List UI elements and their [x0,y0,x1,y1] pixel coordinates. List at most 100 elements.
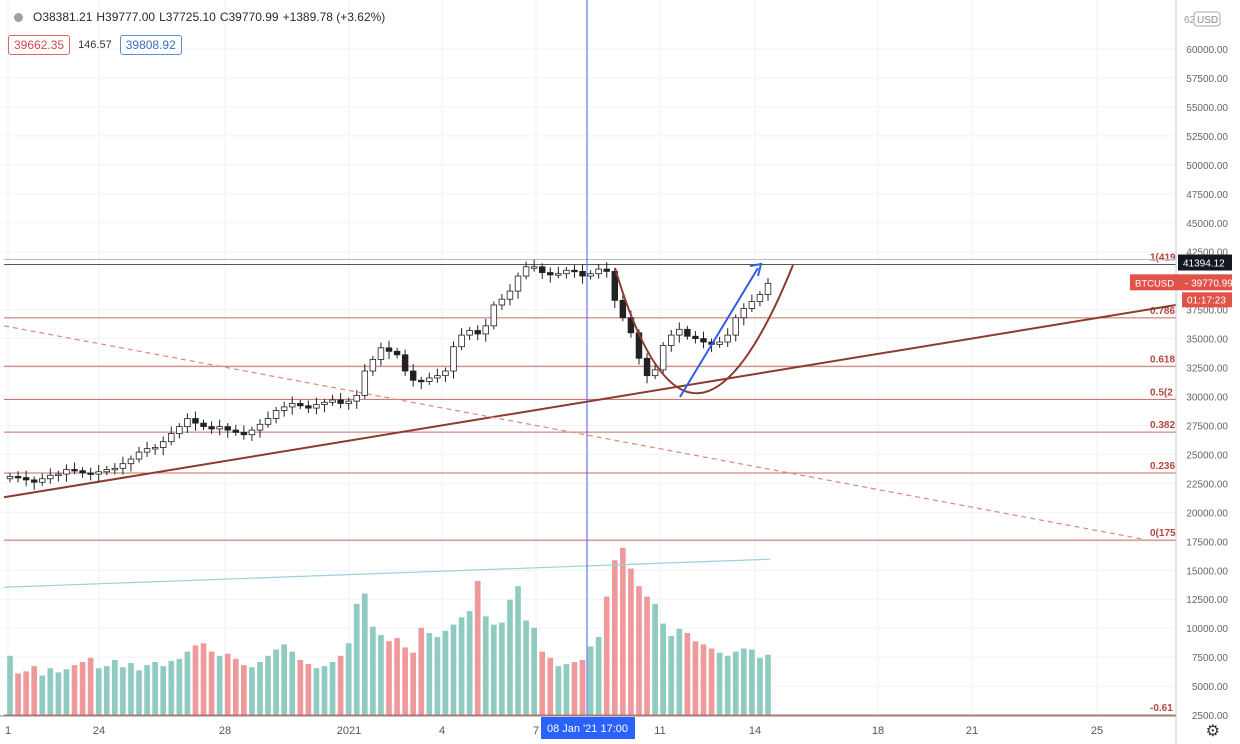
volume-bar [31,666,38,716]
candle-body [216,426,223,430]
price-tick-label: 2500.00 [1192,711,1229,722]
volume-bar [353,603,360,716]
volume-bar [700,644,707,716]
candle-body [547,272,554,276]
last-price-badge [1130,274,1232,291]
candle-body [321,401,328,406]
candle-body [200,422,207,428]
volume-bar [724,655,731,716]
price-tick-label: 42500.00 [1186,248,1228,259]
volume-bar [345,643,352,716]
candle-body [22,477,30,481]
volume-bar [136,670,142,716]
volume-bar [95,668,102,716]
candle-body [530,266,538,269]
time-tick-label: 1 [5,725,11,737]
countdown-label: 01:17:23 [1187,295,1226,306]
candle-body [482,325,489,335]
open-value: O38381.21 [33,10,93,24]
price-tick-label: 45000.00 [1186,219,1228,230]
crosshair-vertical: 08 Jan '21 17:00 [541,0,635,739]
volume-bar [539,651,546,716]
candle-body [151,447,159,450]
volume-bar [273,649,279,716]
grid-lines [0,0,1176,716]
volume-bars [3,547,771,716]
volume-bar [305,664,312,716]
volume-bar [55,672,62,716]
candle-body [587,273,594,277]
descending-dashed-trendline [3,325,1149,541]
price-tick-label: 27500.00 [1186,421,1228,432]
candle-body [764,282,772,295]
candle-body [740,308,748,319]
high-price-label: 41394.12 [1183,259,1225,270]
candle-body [71,469,78,472]
price-axis[interactable]: 60000.00 57500.00 55000.00 52500.00 50000.00… [1130,0,1240,744]
volume-bar [474,581,481,716]
cursor-date-box [541,717,635,739]
candle-body [232,429,240,433]
candle-body [748,301,756,309]
time-tick-label: 24 [93,725,105,737]
candle-body [329,399,336,403]
volume-bar [668,636,675,716]
volume-bar [684,632,691,716]
volume-bar [39,675,46,716]
volume-bar [249,667,255,716]
candle-body [143,448,151,453]
volume-bar [208,651,215,716]
volume-bar [200,643,207,716]
volume-bar [749,649,755,716]
volume-bar [450,624,457,716]
candle-body [595,268,602,275]
fib-label: 0.5(2 [1150,387,1173,398]
candle-body [361,370,369,396]
fib-label: 1(419 [1150,253,1176,264]
volume-bar [499,622,505,716]
buy-price-button[interactable]: 39808.92 [119,35,182,55]
sell-price-button[interactable]: 39662.35 [8,35,71,55]
candle-body [563,269,570,275]
price-tick-label: 25000.00 [1186,450,1228,461]
candle-body [643,357,651,377]
volume-bar [120,667,126,716]
time-tick-label: 18 [872,725,884,737]
volume-bar [63,669,70,716]
price-tick-label: 47500.00 [1186,190,1228,201]
fib-label: 0(175 [1150,528,1176,539]
candle-body [264,418,272,425]
candle-body [627,317,635,334]
candle-body [289,403,296,408]
low-value: L37725.10 [159,10,216,24]
breakout-arrow [679,267,759,398]
volume-bar [732,651,739,716]
candle-body [619,299,627,319]
candle-body [684,328,691,337]
candle-body [280,406,288,411]
candle-body [571,269,578,273]
price-tick-label: 52500.00 [1186,132,1228,143]
candle-body [474,330,481,335]
candle-body [668,334,675,346]
volume-bar [660,623,666,716]
ascending-trendline [3,304,1177,499]
time-axis[interactable]: 1 24 28 2021 4 7 11 14 18 21 25 [0,715,1176,737]
candle-body [305,405,312,409]
cup-curve [614,264,794,395]
candle-body [458,334,465,348]
price-tick-label: 35000.00 [1186,335,1228,346]
fib-levels: 1(419 0.786 0.618 0.5(2 0.382 0.236 0(175 -0.61 [4,253,1176,716]
time-tick-label: 25 [1091,725,1103,737]
candle-body [47,474,54,480]
candle-body [369,359,377,372]
volume-bar [652,603,658,716]
candle-body [676,328,683,336]
gear-icon[interactable]: ⚙ [1205,723,1220,740]
cup-pattern-drawing[interactable] [614,262,794,398]
candle-body [418,379,425,383]
trend-lines[interactable] [3,304,1177,541]
volume-bar [595,637,602,716]
candle-body [756,294,764,302]
